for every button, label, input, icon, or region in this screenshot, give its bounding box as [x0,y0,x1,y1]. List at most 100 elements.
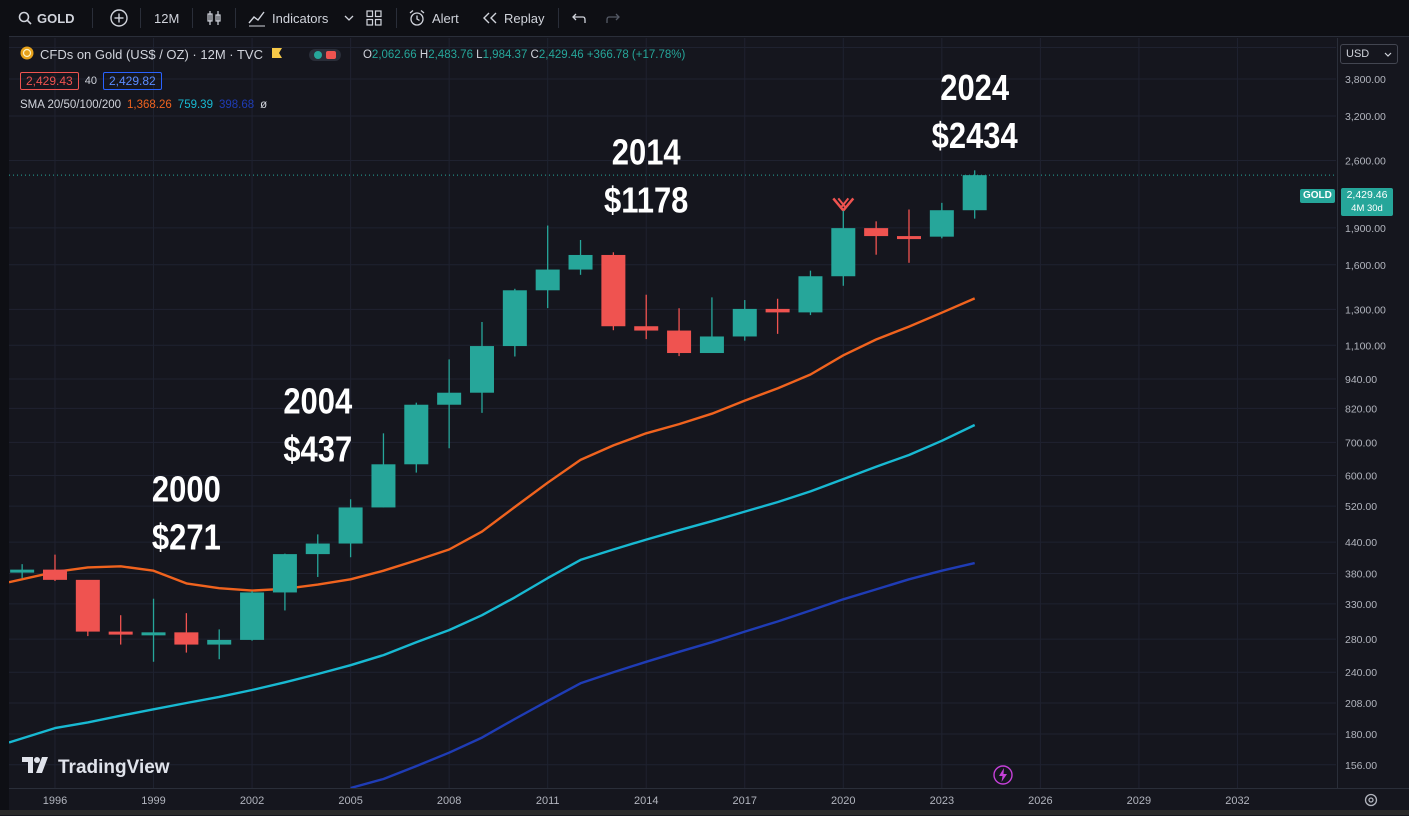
candle-2001 [207,629,232,660]
lightning-icon[interactable] [993,765,1013,790]
sma-legend[interactable]: SMA 20/50/100/200 1,368.26 759.39 398.68… [20,99,267,111]
candle-2024 [962,170,987,219]
legend-title[interactable]: CFDs on Gold (US$ / OZ) · 12M · TVC [40,47,263,62]
replay-button[interactable]: Replay [482,0,544,36]
indicators-label: Indicators [272,10,329,26]
grid-layout-icon [366,10,382,26]
price-tick-label: 380.00 [1345,569,1377,581]
candle-body [42,569,67,580]
alert-label: Alert [432,10,459,26]
candle-body [535,269,560,291]
bid-ask-row: 2,429.43 40 2,429.82 [20,72,162,90]
candle-2017 [732,300,757,341]
candle-body [404,404,429,465]
time-axis[interactable]: 1996 1999 2002 2005 2008 2011 2014 2017 2020 2023… [9,788,1409,811]
chevron-down-icon[interactable] [344,15,354,21]
candle-1996 [42,554,67,582]
toolbar-divider [92,8,93,28]
open-label: O [362,48,372,61]
tradingview-logo[interactable]: TradingView [22,757,170,779]
currency-select[interactable]: USD [1340,44,1398,64]
candle-2021 [864,221,889,255]
price-tick-label: 2,600.00 [1345,156,1386,168]
candle-2010 [502,288,527,357]
candle-2006 [371,433,396,508]
price-tick-label: 520.00 [1345,501,1377,513]
last-price-value: 2,429.46 [1346,189,1388,201]
candle-2011 [535,225,560,309]
marker-stroke [832,197,845,212]
time-tick-label: 2032 [1225,795,1249,807]
price-chart[interactable]: 2000 $271 2004 $437 2014 $1178 2024 $2434 [8,38,1336,790]
candle-body [338,507,363,544]
chart-type-button[interactable] [205,0,223,36]
sma100-value: 398.68 [218,99,255,111]
bid-price[interactable]: 2,429.43 [20,72,79,90]
price-tick-label: 180.00 [1345,729,1377,741]
time-tick-label: 2026 [1028,795,1052,807]
sma50-value: 759.39 [177,99,213,111]
close-label: C [530,48,539,61]
candle-body [699,336,724,354]
candle-1997 [75,579,100,637]
candle-1995 [10,564,35,579]
annotation-price-label: $2434 [932,117,1018,157]
tv-logo-icon [22,757,52,779]
candle-body [864,228,889,237]
left-edge [0,36,9,810]
price-tick-label: 240.00 [1345,667,1377,679]
candle-body [437,392,462,405]
price-tick-label: 1,300.00 [1345,304,1386,316]
settings-icon[interactable] [1364,793,1378,812]
candle-body [371,464,396,508]
time-tick-label: 1996 [43,795,67,807]
candle-body [174,632,199,645]
marker-stroke [839,197,850,210]
replay-label: Replay [504,10,545,26]
candle-body [240,592,265,640]
candle-2012 [568,239,593,275]
marker-stroke [837,197,848,210]
time-tick-label: 2029 [1127,795,1151,807]
price-tick-label: 820.00 [1345,403,1377,415]
annotation-year-label: 2004 [283,383,352,423]
ask-price[interactable]: 2,429.82 [102,72,162,90]
compare-button[interactable] [109,0,129,36]
candle-body [929,210,954,237]
candle-body [634,326,659,331]
candles-icon [205,9,223,27]
redo-button[interactable] [606,0,622,36]
interval-button[interactable]: 12M [154,0,179,36]
sma-line-sma100 [350,561,975,790]
candle-2007 [404,402,429,473]
gold-coin-icon [20,46,34,63]
price-tick-label: 3,800.00 [1345,74,1386,86]
candle-2016 [699,297,724,354]
price-axis[interactable]: 4,400.003,800.003,200.002,600.001,900.00… [1337,38,1409,788]
toolbar-divider [558,8,559,28]
templates-button[interactable] [366,0,382,36]
price-tick-label: 330.00 [1345,599,1377,611]
symbol-search[interactable]: GOLD [18,0,75,36]
candle-body [75,579,100,632]
rewind-icon [482,12,498,24]
chart-pane[interactable]: 2000 $271 2004 $437 2014 $1178 2024 $2434 [8,38,1336,790]
annotation-price-label: $437 [283,431,352,471]
last-price-tag: 2,429.46 4M 30d [1341,188,1393,216]
time-tick-label: 2005 [338,795,362,807]
candle-body [765,308,790,313]
sma-line-sma50 [8,423,976,744]
event-marker-icon [832,197,855,212]
open-value: 2,062.66 [371,48,417,61]
price-tick-label: 1,100.00 [1345,340,1386,352]
candle-2009 [469,321,494,413]
candle-body [732,308,757,337]
search-icon [18,11,32,25]
candle-body [207,639,232,645]
undo-button[interactable] [570,0,586,36]
indicators-button[interactable]: Indicators [248,0,354,36]
alert-button[interactable]: Alert [408,0,459,36]
candle-2000 [174,613,199,653]
candle-body [962,175,987,211]
candle-2013 [601,252,626,331]
